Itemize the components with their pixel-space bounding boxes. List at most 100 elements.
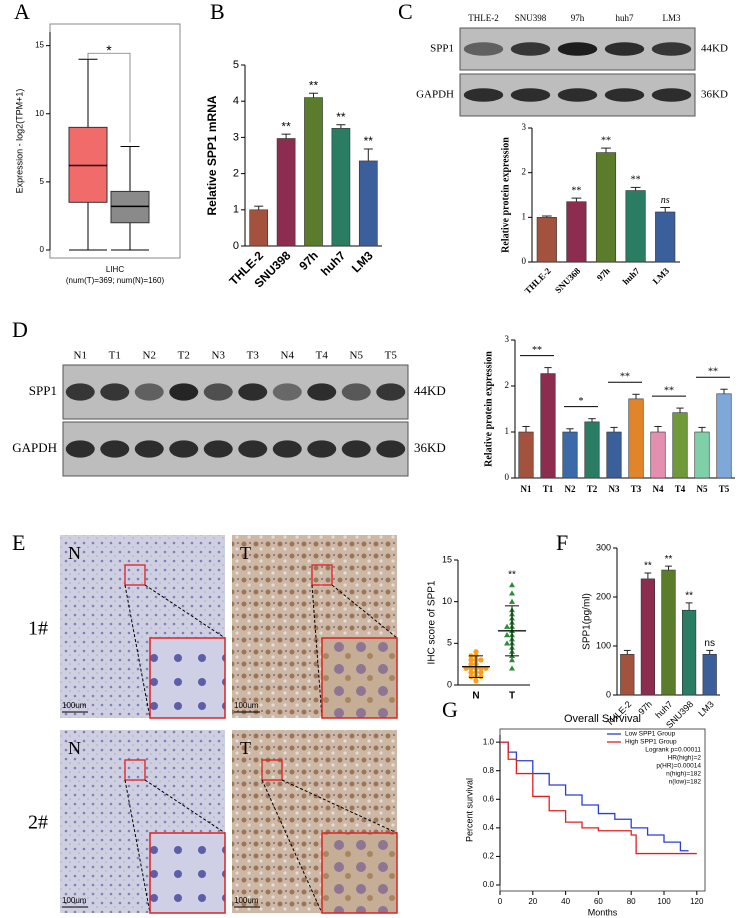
zoom-line: [311, 584, 323, 719]
significance: **: [665, 554, 673, 565]
lane-label: N1: [74, 350, 87, 362]
lane-label: T1: [109, 350, 121, 362]
blot-band: [134, 383, 164, 401]
panel-letter: A: [14, 0, 30, 24]
blot-band: [604, 88, 645, 102]
bar: [650, 431, 666, 479]
lane-label: N4: [281, 350, 295, 362]
significance: **: [664, 385, 674, 396]
point: [468, 661, 474, 667]
y-tick-label: 5: [233, 59, 239, 71]
lane-label: LM3: [663, 13, 682, 23]
significance-bracket: [87, 52, 131, 143]
blot-band: [307, 383, 337, 401]
inset-box: [311, 564, 333, 586]
x-tick-label: LM3: [651, 265, 672, 286]
y-tick-label: 100: [596, 640, 611, 650]
panel-letter: B: [210, 0, 225, 24]
row-label: GAPDH: [416, 89, 454, 101]
y-tick-label: 0: [505, 472, 510, 482]
y-tick-label: 10: [442, 596, 452, 606]
significance: **: [685, 591, 693, 602]
bar: [276, 138, 296, 247]
x-tick-label: 120: [690, 897, 704, 906]
lane-label: T5: [385, 350, 398, 362]
zoom-line: [261, 779, 323, 914]
x-tick-label: T: [509, 691, 515, 702]
column-label: T: [240, 543, 251, 563]
panel-letter: D: [12, 317, 28, 342]
inset-box: [261, 759, 283, 781]
significance: ns: [704, 638, 715, 649]
row-label: SPP1: [430, 43, 454, 55]
blot-band: [65, 440, 95, 458]
bar: [606, 431, 622, 479]
y-tick-label: 1: [522, 211, 527, 221]
bar: [358, 160, 378, 247]
scale-label: 100um: [234, 896, 259, 905]
blot-band: [341, 383, 371, 401]
blot-band: [463, 42, 504, 56]
bar: [655, 211, 676, 263]
y-tick-label: 3: [505, 334, 510, 344]
legend-note: Logrank p=0.00011: [645, 747, 701, 754]
x-tick-label: 20: [528, 897, 537, 906]
panel-letter: E: [12, 530, 25, 555]
blot-band: [510, 88, 551, 102]
point: [468, 657, 474, 663]
zoom-line: [124, 779, 151, 914]
blot-band: [169, 383, 199, 401]
blot-band: [557, 88, 598, 102]
blot-band: [100, 383, 130, 401]
y-tick-label: 0.4: [483, 823, 495, 832]
bar: [584, 421, 600, 479]
bar: [716, 393, 732, 479]
y-axis-label: Relative SPP1 mRNA: [205, 95, 219, 215]
point: [504, 632, 510, 638]
point: [509, 598, 515, 604]
inset-box: [124, 759, 146, 781]
x-tick-label: 0: [498, 897, 503, 906]
point: [478, 657, 484, 663]
lane-label: huh7: [616, 13, 635, 23]
bar: [628, 398, 644, 479]
bar: [694, 431, 710, 479]
x-tick-label: LM3: [349, 248, 376, 275]
significance: **: [620, 372, 630, 383]
blot-band: [169, 440, 199, 458]
y-tick-label: 2: [233, 168, 239, 180]
significance: **: [644, 561, 652, 572]
bar: [682, 609, 697, 696]
y-axis-label: SPP1(pg/ml): [582, 593, 593, 650]
legend-note: n(high)=182: [666, 771, 701, 778]
blot-band: [557, 42, 598, 56]
x-tick-label: THLE-2: [523, 265, 553, 295]
y-tick-label: 4: [233, 95, 239, 107]
bar: [595, 152, 617, 263]
blot-band: [510, 42, 551, 56]
zoom-line: [331, 584, 398, 639]
y-tick-label: 0.0: [483, 880, 495, 889]
row-label: 1#: [28, 618, 48, 640]
size-label: 44KD: [701, 43, 728, 55]
bar: [625, 190, 646, 263]
y-tick-label: 2: [505, 380, 510, 390]
x-tick-label: T3: [631, 484, 642, 494]
x-tick-label: huh7: [621, 265, 642, 286]
column-label: T: [240, 738, 251, 758]
x-tick-label: T1: [543, 484, 554, 494]
blot-band: [238, 383, 268, 401]
x-axis-label: (num(T)=369; num(N)=160): [66, 276, 165, 285]
bar: [640, 578, 655, 696]
significance: **: [631, 175, 641, 186]
scale-label: 100um: [62, 896, 87, 905]
y-tick-label: 0: [606, 689, 611, 699]
y-tick-label: 0: [522, 256, 527, 266]
significance: **: [601, 135, 611, 146]
x-tick-label: N3: [609, 484, 620, 494]
blot-band: [376, 440, 406, 458]
panel-letter: C: [398, 0, 413, 24]
significance: *: [106, 42, 112, 58]
y-tick-label: 200: [596, 591, 611, 601]
bar: [672, 412, 688, 479]
